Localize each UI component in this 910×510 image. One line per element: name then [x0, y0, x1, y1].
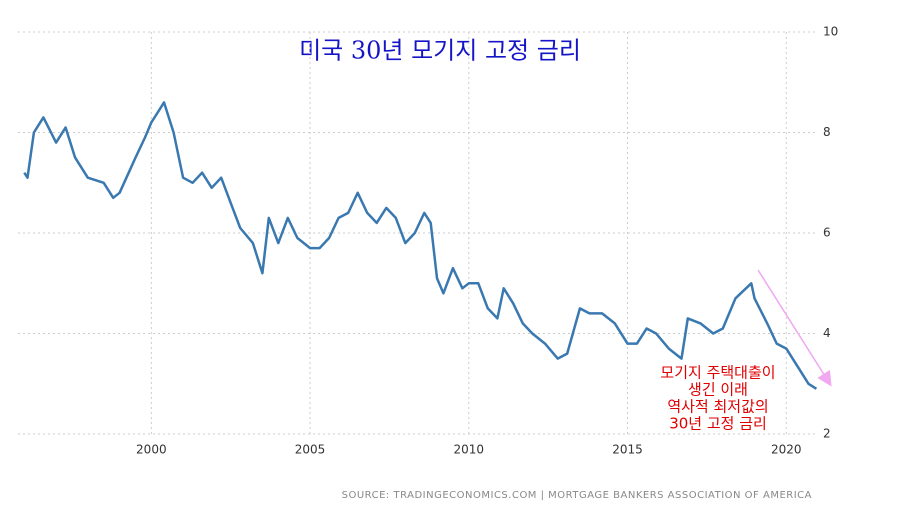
- x-tick-label: 2020: [771, 443, 802, 457]
- x-tick-label: 2000: [136, 443, 167, 457]
- y-tick-label: 8: [823, 125, 831, 139]
- x-tick-label: 2005: [295, 443, 326, 457]
- annotation-line: 30년 고정 금리: [669, 415, 767, 433]
- annotation-line: 역사적 최저값의: [667, 398, 768, 416]
- y-tick-label: 4: [823, 326, 831, 340]
- y-tick-label: 10: [823, 25, 838, 39]
- line: [23, 101, 818, 390]
- chart-title: 미국 30년 모기지 고정 금리: [299, 37, 581, 65]
- y-tick-label: 2: [823, 427, 831, 441]
- x-tick-label: 2015: [612, 443, 643, 457]
- x-tick-label: 2010: [454, 443, 485, 457]
- annotation-line: 모기지 주택대출이: [660, 364, 775, 382]
- arrow: [757, 269, 832, 387]
- annotation-line: 생긴 이래: [688, 381, 748, 399]
- y-tick-label: 6: [823, 226, 831, 240]
- source: SOURCE: TRADINGECONOMICS.COM | MORTGAGE …: [342, 490, 812, 501]
